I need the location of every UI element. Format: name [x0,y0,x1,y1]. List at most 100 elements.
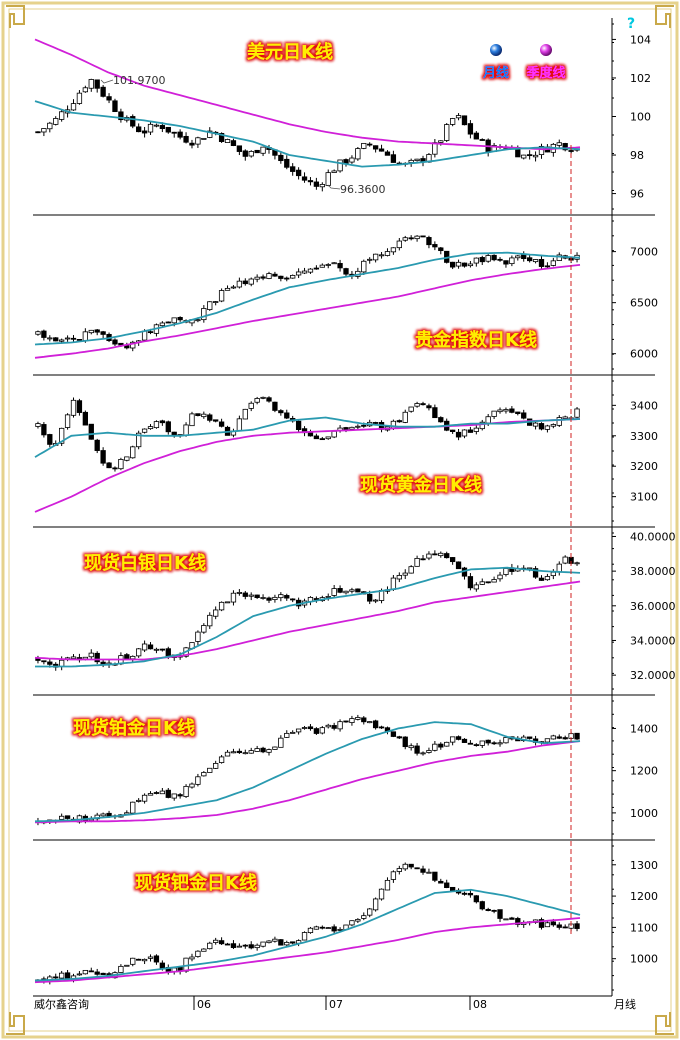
candle-up [361,915,367,919]
candle-down [556,736,562,739]
candle-up [544,922,551,928]
candle-down [141,130,148,134]
monthly-ma-line [34,888,581,982]
candle-up [290,731,296,734]
candle-up [88,329,94,334]
candle-down [343,720,349,723]
monthly-ma-line [34,416,581,458]
candle-down [41,330,47,338]
candle-up [201,948,207,952]
candle-down [420,868,426,873]
candle-down [497,258,503,261]
blue-sphere-icon [490,44,502,56]
candle-up [248,750,254,754]
candle-up [59,339,65,342]
candle-down [307,180,314,183]
candle-down [319,438,325,441]
candle-down [94,439,100,451]
candle-down [278,939,284,946]
y-tick-label: 100 [630,111,651,124]
candle-up [361,142,367,149]
candle-down [414,867,420,870]
candle-up [236,945,243,948]
candle-up [509,257,515,265]
candle-up [141,958,148,962]
candle-up [147,956,154,959]
candle-down [485,908,491,911]
candle-down [284,412,290,419]
candle-up [254,398,260,403]
candle-down [236,750,243,754]
candle-up [88,79,94,89]
candle-down [207,414,213,421]
candle-up [420,752,426,755]
candle-up [485,416,491,424]
chart-panel-4: 40.0000 38.0000 36.0000 34.0000 32.0000 现货白银日… [33,526,676,690]
candle-up [82,331,89,341]
candle-down [106,462,112,469]
candle-down [414,745,420,754]
candle-up [455,261,462,267]
candle-down [521,412,527,419]
candle-up [307,268,314,273]
candle-down [420,235,426,238]
candle-down [485,581,491,584]
candle-down [189,142,195,146]
candle-up [562,416,568,419]
candle-up [438,552,444,557]
candle-down [455,431,462,438]
candle-up [100,813,106,817]
candle-down [82,411,89,426]
candle-down [562,737,568,740]
question-mark-icon[interactable]: ? [627,16,635,32]
panel-title: 现货钯金日K线 [135,872,257,894]
candle-down [479,901,485,910]
candle-down [313,435,320,440]
candle-down [331,725,337,729]
candle-down [94,652,100,663]
candle-down [260,276,266,279]
candle-up [538,145,545,156]
candle-down [367,593,373,602]
candle-up [372,898,379,911]
candle-down [313,728,320,734]
candle-up [426,750,432,753]
y-tick-label: 32.0000 [630,669,676,682]
candle-up [236,280,243,288]
candle-down [408,237,414,240]
candle-down [331,926,337,932]
candle-up [402,411,408,423]
candle-down [455,561,462,570]
candle-down [461,262,468,267]
candle-up [207,767,213,773]
candle-up [213,301,219,303]
candle-down [438,743,444,748]
candle-down [284,277,290,280]
candle-up [479,421,485,430]
candle-up [141,794,148,802]
candle-down [526,257,533,262]
candle-down [544,265,551,268]
candle-down [159,962,166,969]
candle-up [224,139,231,143]
candle-down [165,126,171,133]
candle-up [130,341,136,349]
candle-up [408,159,414,163]
footer-source: 威尔鑫咨询 [34,997,89,1011]
candle-down [171,431,177,436]
candle-up [574,408,580,418]
candle-up [260,396,266,399]
candle-up [201,308,207,321]
chart-panel-6: 1300 1200 1100 1000 现货钯金日K线 [33,839,658,991]
candle-down [236,145,243,152]
candle-down [461,115,468,126]
y-tick-label: 1000 [630,807,658,820]
candle-up [372,253,379,261]
footer-period[interactable]: 月线 [614,997,636,1011]
candle-up [248,594,254,597]
candle-up [224,601,231,604]
candle-up [230,592,237,603]
candle-up [432,743,438,751]
candle-down [372,422,379,424]
candle-up [473,427,479,432]
